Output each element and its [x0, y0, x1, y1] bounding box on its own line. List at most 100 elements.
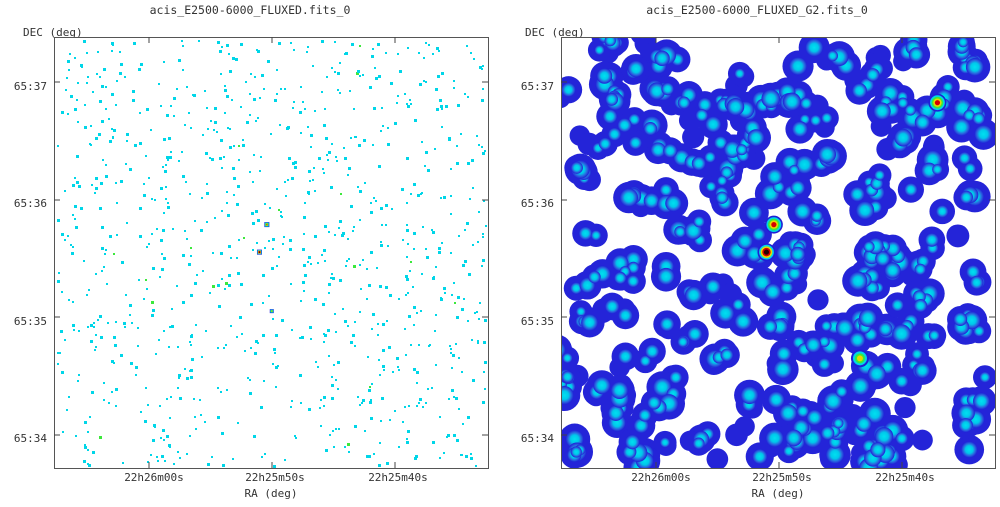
count-pixel: [482, 401, 485, 404]
count-pixel: [74, 108, 77, 111]
smoothed-blob-core: [720, 166, 733, 179]
count-pixel: [144, 420, 147, 423]
count-pixel: [483, 200, 485, 202]
count-pixel: [397, 95, 399, 97]
raw-counts-image: [57, 40, 487, 468]
count-pixel: [416, 405, 418, 407]
count-pixel: [310, 134, 313, 137]
count-pixel: [262, 274, 265, 277]
count-pixel: [91, 184, 93, 186]
count-pixel: [115, 182, 117, 184]
count-pixel: [262, 302, 264, 304]
count-pixel: [57, 352, 59, 354]
smoothed-blob-core: [952, 118, 971, 136]
count-pixel: [334, 71, 336, 73]
count-pixel: [288, 157, 291, 160]
count-pixel: [290, 283, 292, 285]
count-pixel: [111, 93, 114, 96]
smoothed-blob-core: [965, 58, 984, 76]
count-pixel: [313, 167, 315, 169]
smoothed-blob-core: [570, 161, 583, 174]
smoothed-blob-core: [590, 230, 602, 241]
count-pixel: [309, 326, 312, 329]
count-pixel: [448, 138, 451, 141]
count-pixel: [86, 82, 88, 84]
count-pixel: [195, 428, 197, 430]
count-pixel: [74, 57, 76, 59]
count-pixel: [228, 245, 231, 248]
smoothed-blob-core: [914, 362, 931, 379]
count-pixel: [77, 121, 79, 123]
count-pixel: [323, 341, 325, 343]
smoothed-blob-core: [575, 306, 586, 317]
count-pixel: [259, 170, 261, 172]
count-pixel: [323, 172, 325, 174]
smoothed-blob-core: [695, 109, 709, 122]
count-pixel: [240, 106, 242, 108]
count-pixel: [300, 300, 302, 302]
count-pixel: [324, 225, 327, 228]
count-pixel: [465, 455, 468, 458]
count-pixel: [101, 85, 104, 88]
count-pixel: [250, 347, 252, 349]
count-pixel: [178, 59, 181, 62]
count-pixel: [471, 339, 473, 341]
count-pixel: [237, 272, 240, 275]
count-pixel: [103, 266, 105, 268]
count-pixel: [327, 329, 330, 332]
count-pixel: [225, 282, 228, 285]
count-pixel: [249, 379, 251, 381]
smoothed-blob-core: [704, 151, 716, 163]
count-pixel: [209, 292, 211, 294]
count-pixel: [379, 374, 381, 376]
count-pixel: [364, 182, 366, 184]
count-pixel: [182, 175, 185, 178]
x-tick-label: 22h25m40s: [368, 471, 428, 484]
smoothed-blob-core: [692, 437, 705, 450]
count-pixel: [202, 270, 204, 272]
count-pixel: [204, 421, 206, 423]
count-pixel: [166, 114, 169, 117]
count-pixel: [435, 364, 437, 366]
count-pixel: [368, 284, 371, 287]
smoothed-blob-core: [562, 352, 573, 364]
image-plot-smoothed[interactable]: [561, 37, 996, 469]
smoothed-blob-core: [855, 416, 872, 432]
count-pixel: [93, 326, 95, 328]
count-pixel: [278, 42, 281, 45]
count-pixel: [482, 88, 484, 90]
count-pixel: [143, 183, 145, 185]
count-pixel: [458, 235, 460, 237]
count-pixel: [103, 399, 105, 401]
image-plot-raw[interactable]: [54, 37, 489, 469]
smoothed-blob-core: [874, 169, 885, 181]
source-core: [771, 222, 777, 228]
count-pixel: [440, 298, 443, 301]
count-pixel: [372, 48, 374, 50]
count-pixel: [372, 144, 374, 146]
count-pixel: [378, 464, 381, 467]
count-pixel: [181, 151, 183, 153]
smoothed-blob-core: [895, 432, 909, 445]
count-pixel: [441, 108, 443, 110]
count-pixel: [176, 285, 178, 287]
count-pixel: [237, 422, 239, 424]
count-pixel: [64, 339, 66, 341]
count-pixel: [348, 451, 350, 453]
count-pixel: [205, 152, 208, 155]
count-pixel: [240, 283, 243, 286]
count-pixel: [289, 248, 292, 251]
smoothed-blob-core: [598, 137, 612, 151]
count-pixel: [453, 396, 455, 398]
count-pixel: [314, 110, 316, 112]
count-pixel: [301, 336, 304, 339]
count-pixel: [226, 389, 228, 391]
count-pixel: [220, 73, 222, 75]
count-pixel: [111, 42, 114, 45]
count-pixel: [451, 367, 453, 369]
count-pixel: [165, 198, 167, 200]
count-pixel: [449, 345, 451, 347]
smoothed-blob-core: [848, 271, 868, 291]
count-pixel: [80, 64, 83, 67]
count-pixel: [482, 259, 485, 262]
